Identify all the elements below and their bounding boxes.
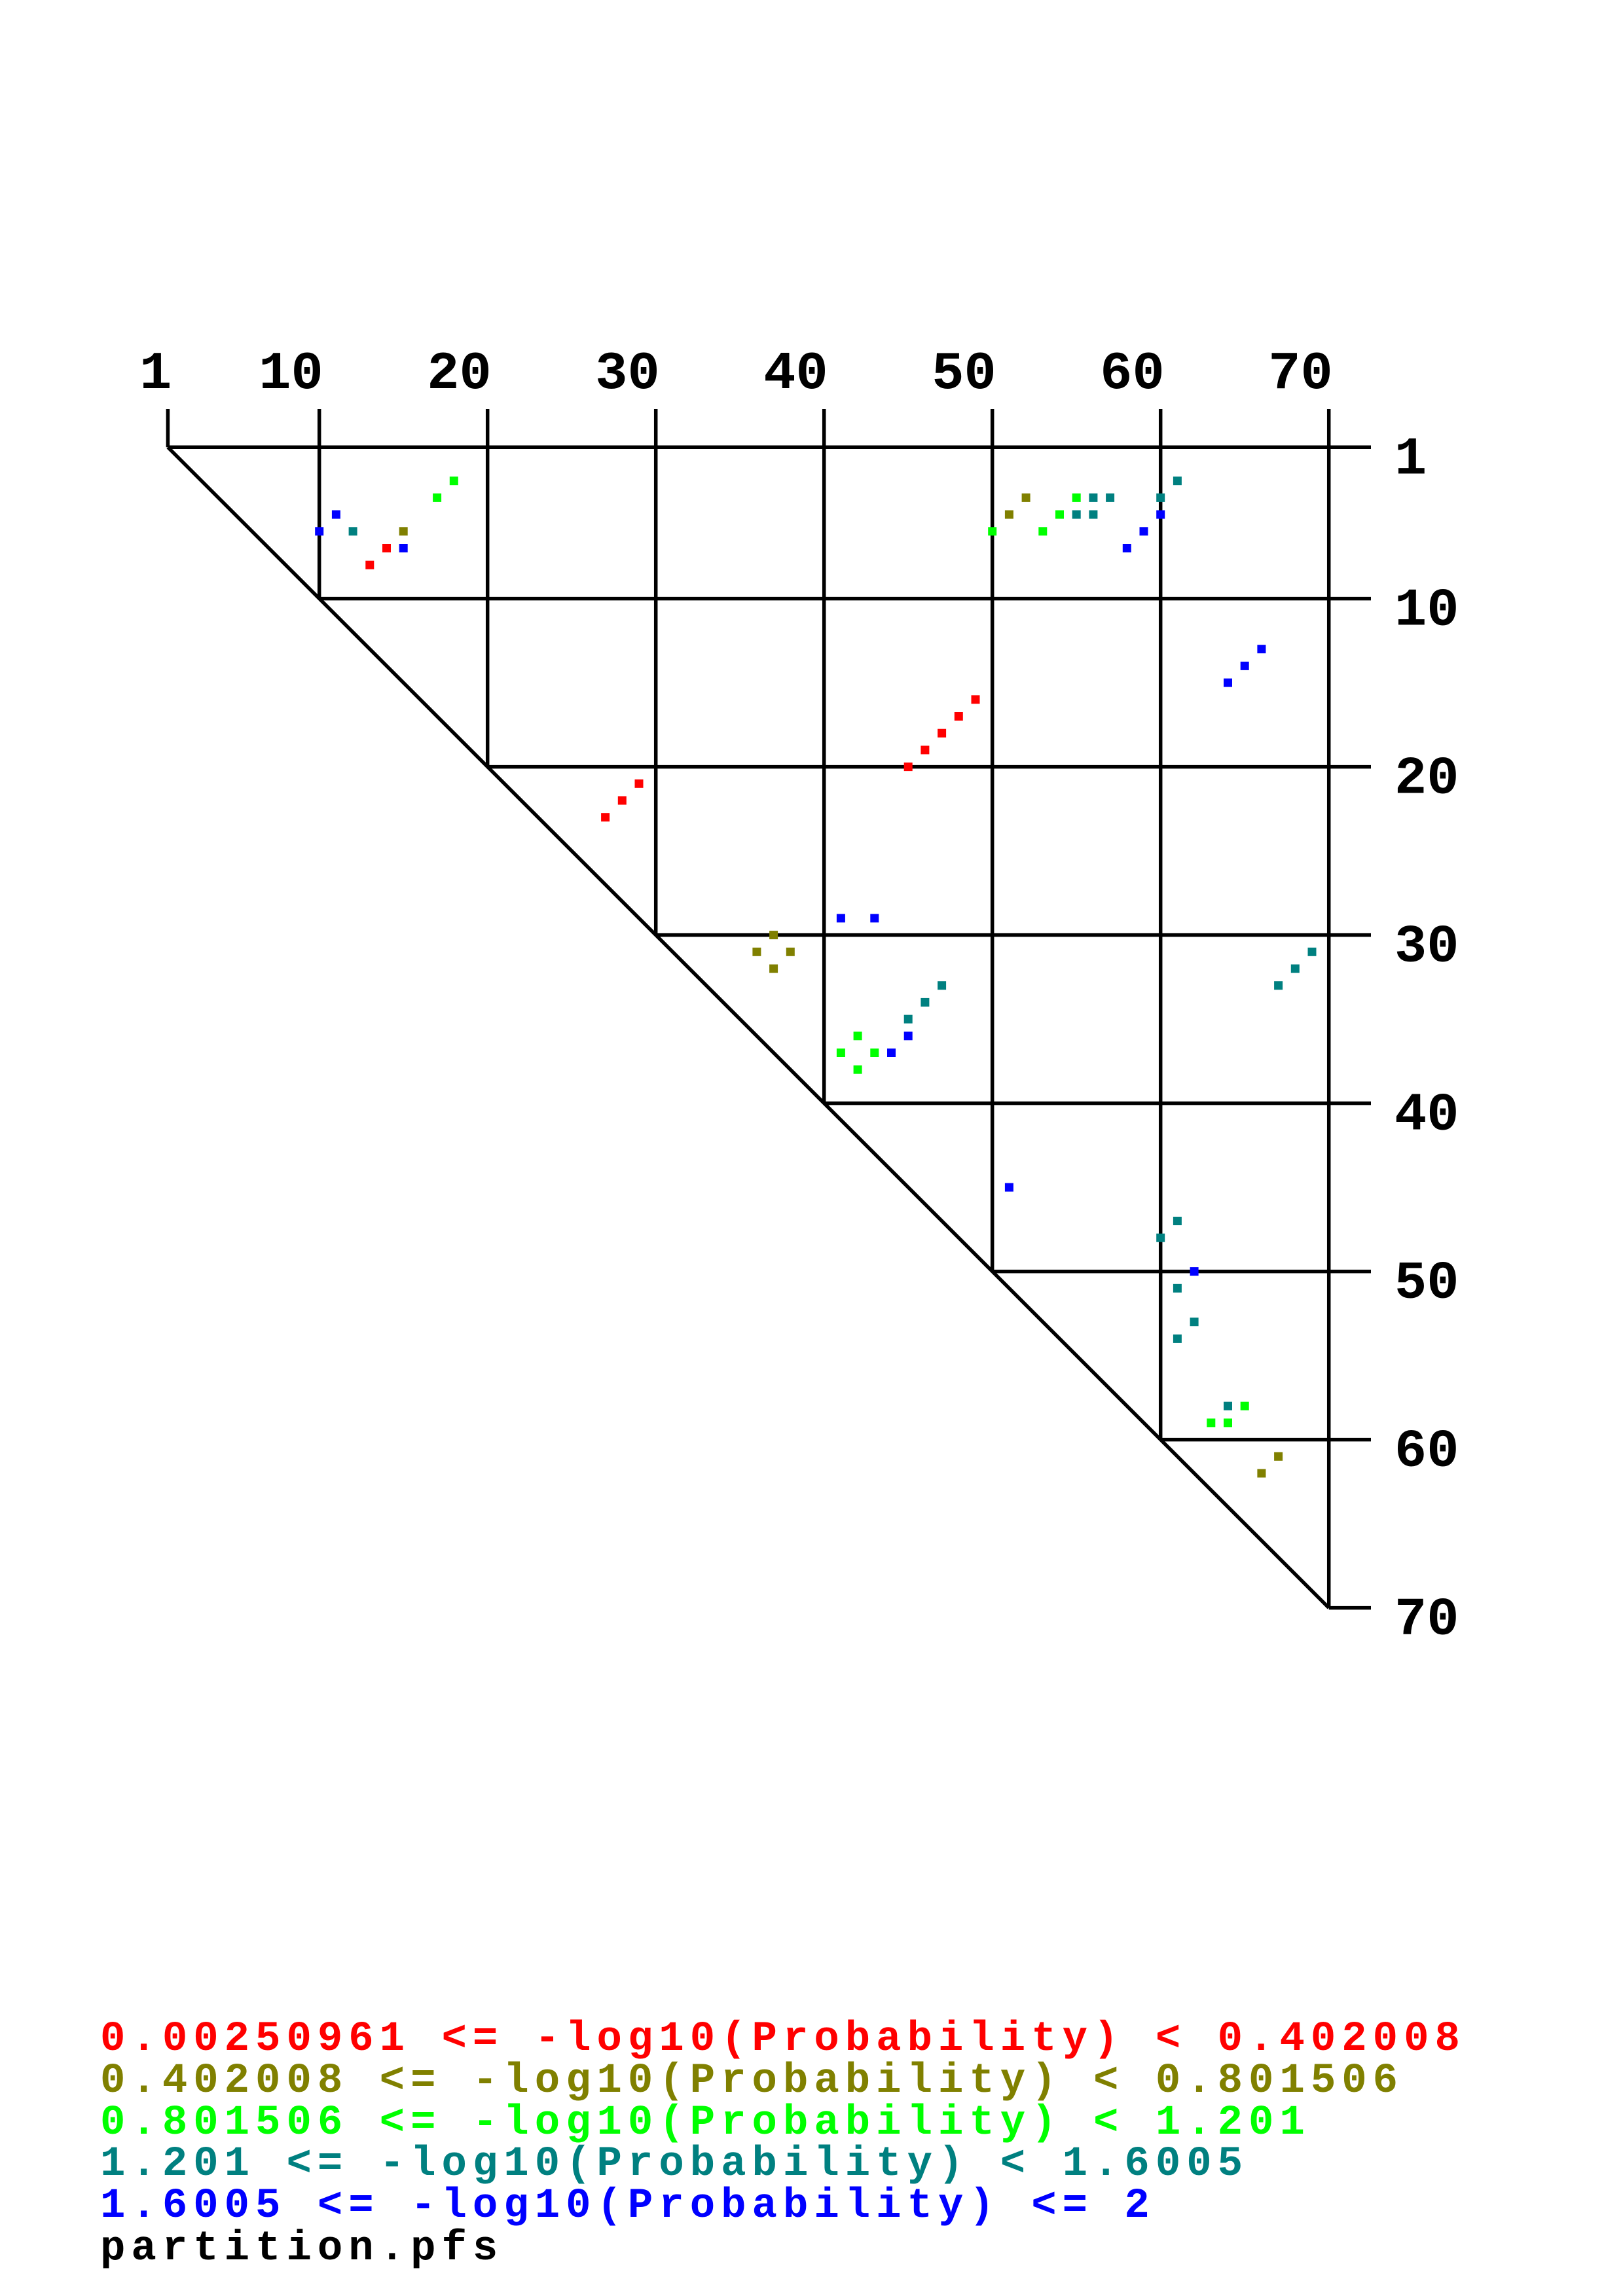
- dot-3-61: [1173, 476, 1182, 486]
- top-tick-label: 40: [763, 344, 828, 404]
- dot-47-61: [1173, 1217, 1182, 1225]
- dot-31-38: [786, 947, 795, 956]
- dot-31-69: [1307, 947, 1317, 956]
- dot-54-61: [1173, 1334, 1182, 1343]
- right-tick-label: 50: [1395, 1253, 1459, 1314]
- dot-61-67: [1274, 1452, 1283, 1461]
- dot-20-45: [903, 762, 913, 772]
- dot-13-66: [1257, 645, 1266, 654]
- dot-33-47: [938, 981, 947, 990]
- dot-58-65: [1240, 1401, 1249, 1410]
- top-tick-label: 1: [139, 344, 172, 404]
- filename-label: partition.pfs: [100, 2225, 503, 2272]
- dot-6-12: [348, 527, 357, 536]
- right-tick-label: 1: [1395, 429, 1427, 490]
- dot-14-65: [1240, 661, 1249, 670]
- dot-3-18: [449, 476, 458, 486]
- legend-entry-2: 0.801506 <= -log10(Probability) < 1.201: [100, 2100, 1311, 2147]
- legend-entry-3: 1.201 <= -log10(Probability) < 1.6005: [100, 2141, 1249, 2188]
- legend-entry-0: 0.00250961 <= -log10(Probability) < 0.40…: [100, 2016, 1466, 2063]
- dot-6-53: [1038, 527, 1048, 536]
- dot-59-64: [1224, 1418, 1232, 1427]
- dot-48-60: [1156, 1233, 1165, 1242]
- dot-6-10: [315, 527, 324, 536]
- dot-37-41: [836, 1049, 845, 1057]
- dot-51-61: [1173, 1283, 1182, 1293]
- dot-6-59: [1139, 527, 1148, 536]
- dot-30-37: [769, 931, 778, 940]
- dot-36-42: [853, 1031, 862, 1041]
- legend-entry-1: 0.402008 <= -log10(Probability) < 0.8015…: [100, 2058, 1404, 2105]
- diagonal-line: [166, 446, 1330, 1609]
- dot-17-48: [954, 712, 963, 721]
- dot-35-45: [903, 1014, 913, 1024]
- dot-18-47: [938, 728, 947, 738]
- right-tick-label: 10: [1395, 581, 1459, 641]
- dot-6-15: [399, 527, 408, 536]
- top-tick-label: 70: [1268, 344, 1332, 404]
- dot-5-54: [1055, 510, 1064, 519]
- dot-22-28: [617, 796, 627, 805]
- dot-4-55: [1072, 493, 1081, 502]
- dot-5-51: [1004, 510, 1013, 519]
- dot-7-58: [1122, 544, 1131, 552]
- top-tick-label: 60: [1100, 344, 1164, 404]
- dot-58-64: [1224, 1401, 1232, 1410]
- right-tick-label: 40: [1395, 1085, 1459, 1146]
- legend: 0.00250961 <= -log10(Probability) < 0.40…: [100, 2016, 1466, 2272]
- top-tick-label: 20: [427, 344, 491, 404]
- dot-4-57: [1106, 493, 1115, 502]
- dot-19-46: [921, 745, 930, 755]
- dot-4-52: [1021, 493, 1030, 502]
- dot-5-56: [1089, 510, 1098, 519]
- dot-33-67: [1274, 981, 1283, 990]
- dot-59-63: [1207, 1418, 1216, 1427]
- dot-4-17: [433, 493, 442, 502]
- dot-4-56: [1089, 493, 1098, 502]
- probability-dots: [315, 476, 1317, 1478]
- dot-37-43: [870, 1049, 879, 1057]
- top-tick-label: 30: [595, 344, 659, 404]
- right-tick-label: 70: [1395, 1590, 1459, 1651]
- dot-37-44: [887, 1049, 896, 1057]
- right-tick-label: 30: [1395, 917, 1459, 978]
- dot-7-15: [399, 544, 408, 552]
- top-tick-label: 50: [932, 344, 996, 404]
- top-tick-labels: 1 10 20 30 40 50 60 70: [139, 344, 1333, 404]
- dot-29-41: [836, 914, 845, 923]
- dot-53-62: [1190, 1318, 1199, 1327]
- dot-23-27: [601, 813, 610, 822]
- dot-8-13: [365, 560, 374, 569]
- dot-32-37: [769, 964, 778, 973]
- grid: [166, 409, 1371, 1610]
- dot-6-50: [988, 527, 997, 536]
- dot-36-45: [903, 1031, 913, 1041]
- dot-32-68: [1290, 964, 1300, 973]
- dot-21-29: [634, 779, 644, 788]
- dot-34-46: [921, 997, 930, 1007]
- dot-16-49: [971, 695, 980, 704]
- dot-31-36: [752, 947, 761, 956]
- dot-15-64: [1224, 678, 1232, 687]
- dot-5-11: [331, 510, 340, 519]
- dot-29-43: [870, 914, 879, 923]
- legend-entry-4: 1.6005 <= -log10(Probability) <= 2: [100, 2183, 1156, 2230]
- dot-62-66: [1257, 1469, 1266, 1478]
- right-tick-label: 20: [1395, 749, 1459, 810]
- dot-45-51: [1004, 1183, 1013, 1192]
- right-tick-labels: 1 10 20 30 40 50 60 70: [1395, 429, 1459, 1650]
- dot-5-55: [1072, 510, 1081, 519]
- top-tick-label: 10: [259, 344, 323, 404]
- dot-5-60: [1156, 510, 1165, 519]
- dot-7-14: [382, 544, 391, 552]
- dot-50-62: [1190, 1267, 1199, 1276]
- right-tick-label: 60: [1395, 1422, 1459, 1482]
- dot-4-60: [1156, 493, 1165, 502]
- dot-38-42: [853, 1065, 862, 1074]
